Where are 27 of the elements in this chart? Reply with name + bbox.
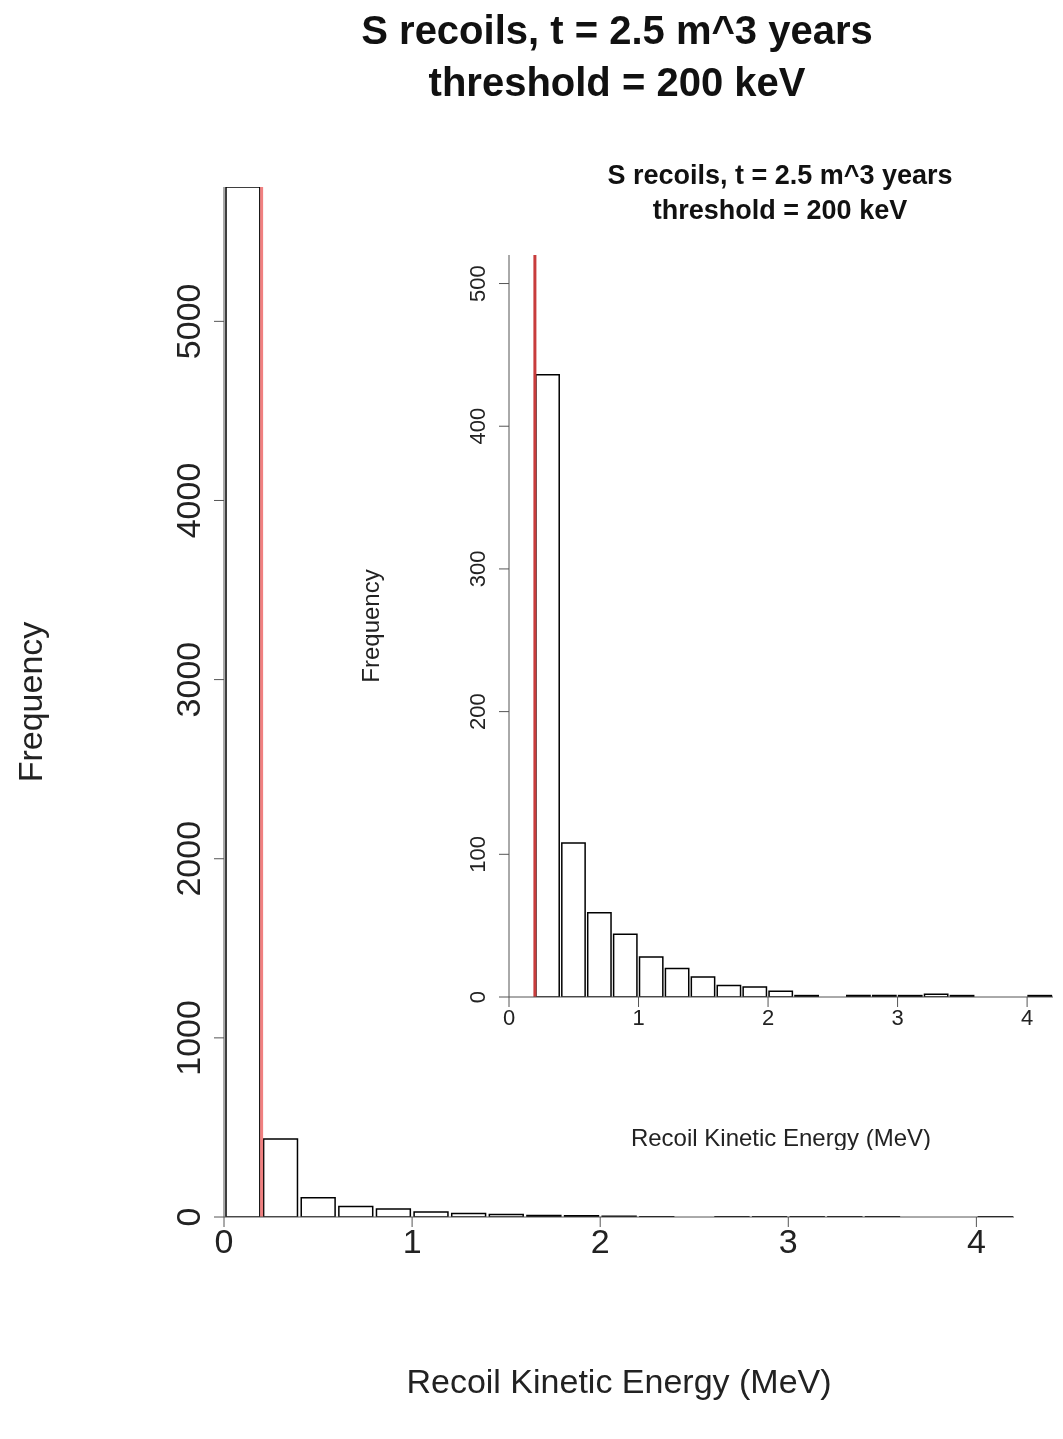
- x-tick-label: 0: [502, 1004, 516, 1030]
- y-tick-label: 100: [465, 835, 490, 873]
- x-tick-label: 0: [214, 1222, 234, 1261]
- x-tick-label: 2: [761, 1004, 775, 1030]
- y-axis-title: Frequency: [356, 569, 384, 683]
- y-tick-label: 3000: [169, 641, 207, 718]
- y-tick-label: 5000: [169, 283, 207, 360]
- x-tick-label: 4: [1020, 1004, 1034, 1030]
- y-axis-title: Frequency: [11, 621, 50, 783]
- y-tick-label: 400: [465, 407, 490, 445]
- x-tick-label: 3: [891, 1004, 904, 1030]
- chart-title: S recoils, t = 2.5 m^3 years threshold = 200 keV: [360, 7, 874, 106]
- y-tick-label: 300: [465, 550, 490, 588]
- x-tick-label: 1: [632, 1004, 645, 1030]
- y-tick-label: 0: [465, 990, 490, 1004]
- x-axis-title: Recoil Kinetic Energy (MeV): [406, 1362, 832, 1400]
- y-tick-label: 500: [465, 265, 490, 302]
- y-tick-label: 2000: [169, 820, 207, 897]
- x-tick-label: 1: [402, 1222, 422, 1261]
- x-tick-label: 3: [778, 1222, 798, 1261]
- y-tick-label: 4000: [169, 462, 207, 539]
- y-tick-label: 0: [169, 1207, 207, 1227]
- y-tick-label: 1000: [169, 1000, 207, 1076]
- y-tick-label: 200: [465, 693, 490, 730]
- x-tick-label: 4: [966, 1222, 986, 1261]
- chart-title: S recoils, t = 2.5 m^3 years threshold = 200 keV: [606, 159, 954, 228]
- x-tick-label: 2: [590, 1222, 610, 1261]
